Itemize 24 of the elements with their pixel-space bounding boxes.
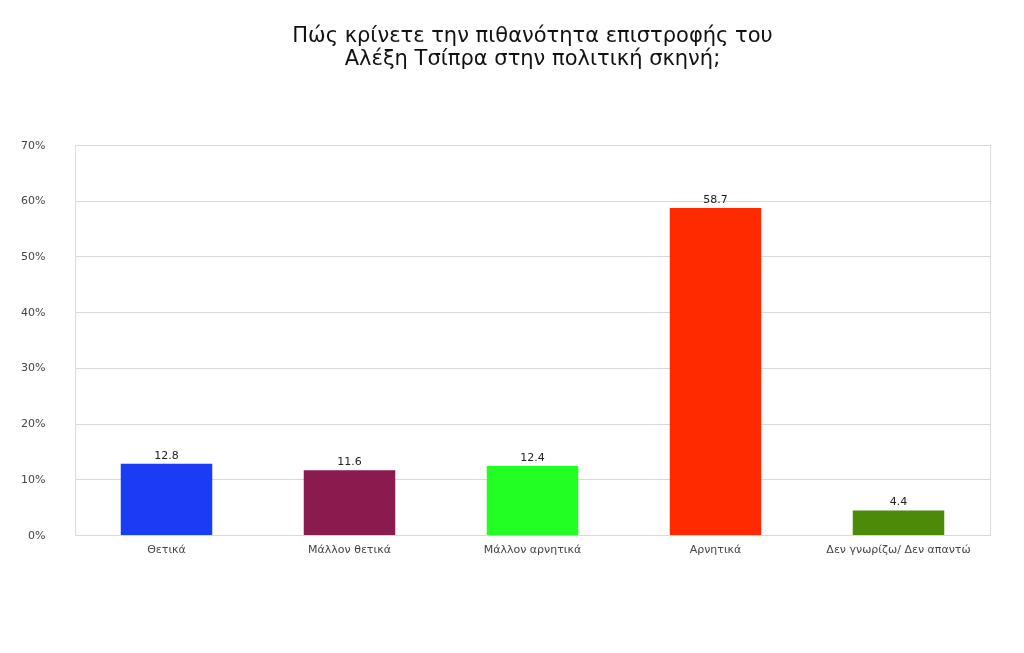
x-tick-label: Μάλλον αρνητικά	[483, 542, 582, 556]
data-label: 11.6	[337, 455, 362, 469]
bar	[120, 463, 213, 535]
data-label: 12.8	[154, 448, 179, 462]
bar	[486, 465, 579, 535]
bar	[852, 510, 945, 535]
y-tick-label: 50%	[21, 249, 46, 263]
data-label: 4.4	[889, 495, 908, 509]
x-tick-label: Θετικά	[147, 542, 186, 556]
y-tick-label: 60%	[21, 194, 46, 208]
y-tick-label: 40%	[21, 305, 46, 319]
y-tick-label: 30%	[21, 361, 46, 375]
x-tick-label: Αρνητικά	[689, 542, 742, 556]
y-tick-label: 0%	[28, 528, 46, 542]
bar	[669, 207, 762, 535]
y-tick-label: 20%	[21, 417, 46, 431]
bar	[303, 470, 396, 535]
x-tick-label: Μάλλον θετικά	[308, 542, 391, 556]
x-tick-label: Δεν γνωρίζω/ Δεν απαντώ	[826, 542, 971, 556]
chart-title: Πώς κρίνετε την πιθανότητα επιστροφής του Αλέξη Τσίπρα στην πολιτική σκηνή;	[292, 23, 773, 70]
y-tick-label: 70%	[21, 138, 46, 152]
data-label: 12.4	[520, 450, 545, 464]
data-label: 58.7	[703, 192, 728, 206]
y-tick-label: 10%	[21, 472, 46, 486]
